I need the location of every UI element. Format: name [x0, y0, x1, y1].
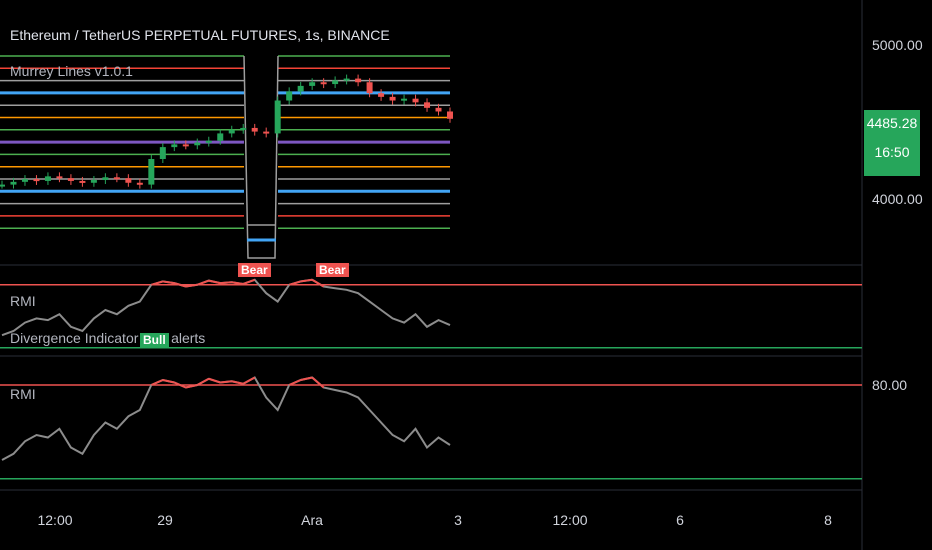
candle-body-17: [194, 142, 201, 146]
time-tick-6: 6: [676, 512, 684, 528]
rmi-top-overbought-seg-26: [288, 280, 301, 286]
candle-body-5: [56, 176, 63, 179]
rmi-level-80: 80.00: [872, 377, 908, 393]
candle-body-9: [102, 177, 109, 181]
rmi-bottom-overbought-seg-21: [231, 380, 244, 385]
candle-body-12: [136, 182, 143, 185]
candle-body-4: [44, 176, 51, 181]
rmi-top-overbought-seg-17: [185, 283, 198, 288]
candle-body-28: [320, 82, 327, 85]
candle-body-23: [263, 131, 270, 134]
candle-body-19: [217, 133, 224, 141]
candle-body-18: [205, 140, 212, 143]
rmi-bottom-overbought-seg-19: [208, 377, 221, 384]
last-price-value: 4485.28: [866, 115, 918, 131]
rmi-bottom-overbought-seg-22: [242, 376, 256, 385]
rmi-top-overbought-seg-16: [174, 282, 187, 288]
time-tick-1200-b: 12:00: [552, 512, 588, 528]
rmi-top-overbought-seg-18: [196, 279, 210, 286]
candle-body-39: [447, 111, 453, 119]
candle-body-11: [125, 178, 132, 183]
candle-body-6: [67, 178, 74, 181]
rmi-top-overbought-seg-19: [208, 279, 221, 285]
candle-body-26: [297, 85, 304, 92]
candle-body-22: [251, 127, 258, 132]
murrey-dip-outline: [243, 55, 279, 259]
rmi-top-overbought-seg-14: [151, 280, 164, 286]
rmi-top-overbought-seg-28: [311, 278, 325, 288]
rmi-bottom-overbought-seg-26: [288, 379, 302, 386]
price-tick-4000: 4000.00: [872, 191, 923, 207]
candle-body-13: [148, 159, 155, 185]
bar-countdown: 16:50: [874, 144, 910, 160]
rmi-bottom-overbought-seg-15: [162, 379, 175, 384]
time-tick-ara: Ara: [301, 512, 323, 528]
candle-body-25: [286, 91, 293, 101]
candle-body-32: [366, 82, 373, 94]
candle-body-20: [228, 129, 235, 134]
last-price-tag[interactable]: 4485.28 16:50: [864, 110, 920, 176]
candle-body-24: [274, 100, 281, 134]
candle-body-7: [79, 180, 86, 183]
candle-body-37: [424, 102, 431, 108]
candle-body-3: [33, 179, 40, 182]
candle-body-36: [412, 98, 419, 103]
candle-body-27: [309, 82, 316, 86]
rmi-bottom-overbought-seg-14: [150, 379, 164, 386]
rmi-top-line: [1, 278, 451, 337]
candle-body-29: [332, 80, 339, 85]
price-tick-5000: 5000.00: [872, 37, 923, 53]
bear-signal-1: Bear: [238, 263, 271, 277]
bull-signal: Bull: [140, 333, 169, 347]
candle-body-38: [435, 107, 442, 112]
candle-body-33: [378, 93, 385, 97]
candle-body-31: [355, 78, 362, 83]
divergence-indicator-label[interactable]: Divergence Indicator with alerts: [10, 330, 206, 346]
rmi-bottom-overbought-seg-20: [220, 380, 232, 384]
candle-body-0: [0, 184, 5, 187]
rmi-top-overbought-seg-20: [220, 281, 232, 285]
candle-body-1: [10, 181, 17, 185]
rmi-bottom-overbought-seg-16: [173, 381, 187, 389]
rmi-bottom-overbought-seg-28: [311, 376, 325, 389]
candle-body-34: [389, 96, 396, 101]
candle-body-14: [159, 147, 166, 159]
rmi-bottom-overbought-seg-27: [300, 376, 313, 381]
rmi-bottom-line: [1, 376, 451, 461]
symbol-title[interactable]: Ethereum / TetherUS PERPETUAL FUTURES, 1…: [10, 27, 390, 43]
candle-body-8: [90, 180, 97, 183]
rmi-top-overbought-seg-21: [231, 281, 244, 285]
candle-body-10: [113, 177, 120, 180]
rmi-top-label[interactable]: RMI: [10, 293, 36, 309]
rmi-bottom-overbought-seg-18: [196, 377, 210, 386]
bear-signal-2: Bear: [316, 263, 349, 277]
candle-body-16: [182, 144, 189, 147]
candle-body-2: [21, 179, 28, 182]
rmi-bottom-overbought-seg-17: [185, 384, 198, 389]
candle-body-21: [240, 127, 247, 130]
time-tick-1200: 12:00: [37, 512, 73, 528]
candle-body-30: [343, 78, 350, 81]
time-tick-29: 29: [157, 512, 173, 528]
rmi-bottom-label[interactable]: RMI: [10, 386, 36, 402]
rmi-top-overbought-seg-15: [162, 280, 175, 285]
candle-body-15: [171, 144, 178, 148]
time-tick-3: 3: [454, 512, 462, 528]
rmi-top-overbought-seg-22: [242, 278, 256, 285]
time-tick-8: 8: [824, 512, 832, 528]
murrey-indicator-label[interactable]: Murrey Lines v1.0.1: [10, 63, 133, 79]
candle-body-35: [401, 98, 408, 101]
rmi-top-overbought-seg-27: [300, 278, 313, 283]
